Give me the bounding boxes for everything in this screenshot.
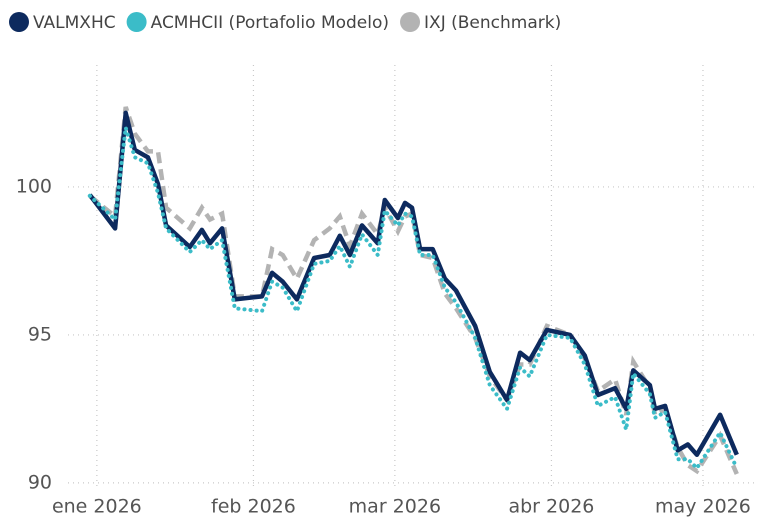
x-tick-label: may 2026	[655, 496, 751, 518]
x-tick-label: feb 2026	[211, 496, 296, 518]
series-line	[88, 106, 739, 475]
series-line	[87, 127, 739, 472]
y-tick-label: 90	[28, 471, 52, 493]
legend-marker	[9, 12, 29, 32]
x-tick-label: mar 2026	[349, 496, 441, 518]
x-tick-label: abr 2026	[508, 496, 594, 518]
y-tick-label: 100	[16, 175, 52, 197]
series-line	[88, 110, 739, 458]
x-tick-label: ene 2026	[52, 496, 142, 518]
legend-label: ACMHCII (Portafolio Modelo)	[151, 13, 389, 33]
legend-label: IXJ (Benchmark)	[424, 13, 561, 33]
legend-marker	[126, 12, 147, 32]
legend-marker	[400, 12, 421, 32]
legend-label: VALMXHC	[33, 13, 116, 33]
y-tick-label: 95	[28, 323, 52, 345]
